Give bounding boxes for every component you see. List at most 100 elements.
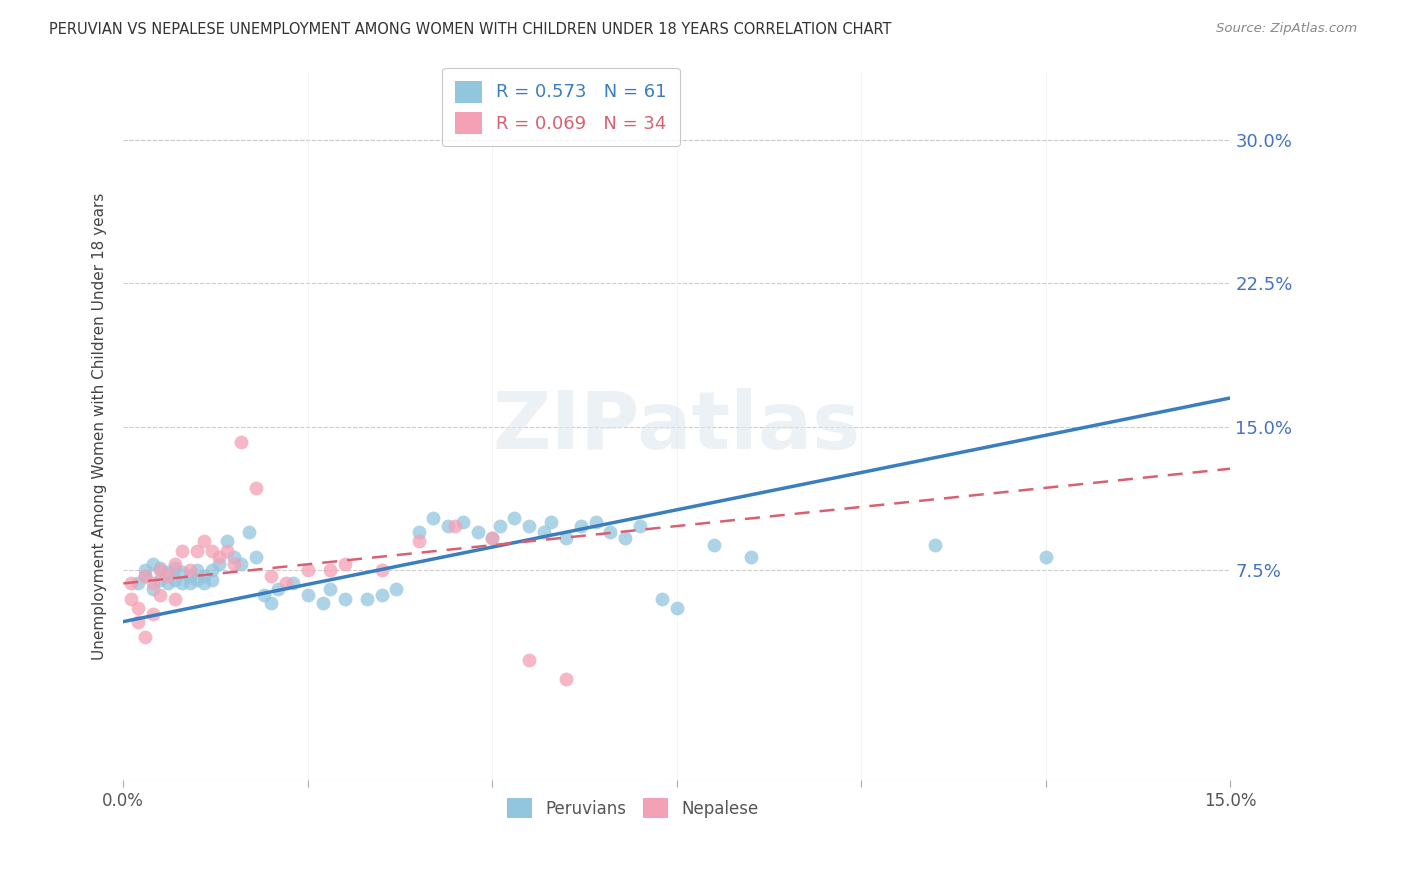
Point [201,573,224,587]
Point [149,561,172,575]
Text: ZIPatlas: ZIPatlas [492,388,860,466]
Point [260,568,283,582]
Point [651,591,673,606]
Point [163,573,186,587]
Point [252,588,274,602]
Point [156,565,179,579]
Point [319,563,342,577]
Point [451,515,474,529]
Point [437,519,460,533]
Point [281,576,304,591]
Point [385,582,408,596]
Point [245,481,267,495]
Point [149,563,172,577]
Point [665,601,688,615]
Point [628,519,651,533]
Point [134,630,156,644]
Point [408,524,430,539]
Point [179,576,201,591]
Point [297,563,319,577]
Legend: Peruvians, Nepalese: Peruvians, Nepalese [501,791,765,825]
Point [467,524,489,539]
Point [142,576,165,591]
Point [245,549,267,564]
Text: Source: ZipAtlas.com: Source: ZipAtlas.com [1216,22,1357,36]
Point [267,582,290,596]
Point [540,515,562,529]
Point [215,534,238,549]
Point [156,568,179,582]
Point [503,511,526,525]
Point [142,582,165,596]
Point [222,549,245,564]
Point [408,534,430,549]
Point [740,549,762,564]
Point [333,591,356,606]
Point [222,558,245,572]
Point [127,601,149,615]
Point [481,531,503,545]
Point [134,563,156,577]
Text: PERUVIAN VS NEPALESE UNEMPLOYMENT AMONG WOMEN WITH CHILDREN UNDER 18 YEARS CORRE: PERUVIAN VS NEPALESE UNEMPLOYMENT AMONG … [49,22,891,37]
Point [186,544,208,558]
Point [370,563,392,577]
Point [186,573,208,587]
Point [120,576,142,591]
Point [208,558,231,572]
Point [231,558,253,572]
Point [356,591,378,606]
Point [193,568,215,582]
Point [297,588,319,602]
Point [488,519,510,533]
Point [134,568,156,582]
Point [215,544,238,558]
Point [172,544,194,558]
Point [517,653,540,667]
Y-axis label: Unemployment Among Women with Children Under 18 years: Unemployment Among Women with Children U… [93,193,107,660]
Point [481,531,503,545]
Point [142,558,165,572]
Point [555,672,578,686]
Point [163,561,186,575]
Point [260,595,283,609]
Point [134,568,156,582]
Point [127,615,149,629]
Point [163,591,186,606]
Point [127,576,149,591]
Point [370,588,392,602]
Point [149,588,172,602]
Point [201,544,224,558]
Point [156,576,179,591]
Point [186,563,208,577]
Point [311,595,333,609]
Point [555,531,578,545]
Point [172,576,194,591]
Point [193,576,215,591]
Point [599,524,621,539]
Point [569,519,592,533]
Point [208,549,231,564]
Point [614,531,637,545]
Point [319,582,342,596]
Point [333,558,356,572]
Point [703,538,725,552]
Point [201,563,224,577]
Point [444,519,467,533]
Point [238,524,260,539]
Point [274,576,297,591]
Point [517,519,540,533]
Point [422,511,444,525]
Point [149,573,172,587]
Point [179,568,201,582]
Point [120,591,142,606]
Point [179,563,201,577]
Point [533,524,555,539]
Point [193,534,215,549]
Point [1035,549,1057,564]
Point [585,515,607,529]
Point [924,538,946,552]
Point [142,607,165,621]
Point [231,434,253,449]
Point [172,565,194,579]
Point [163,558,186,572]
